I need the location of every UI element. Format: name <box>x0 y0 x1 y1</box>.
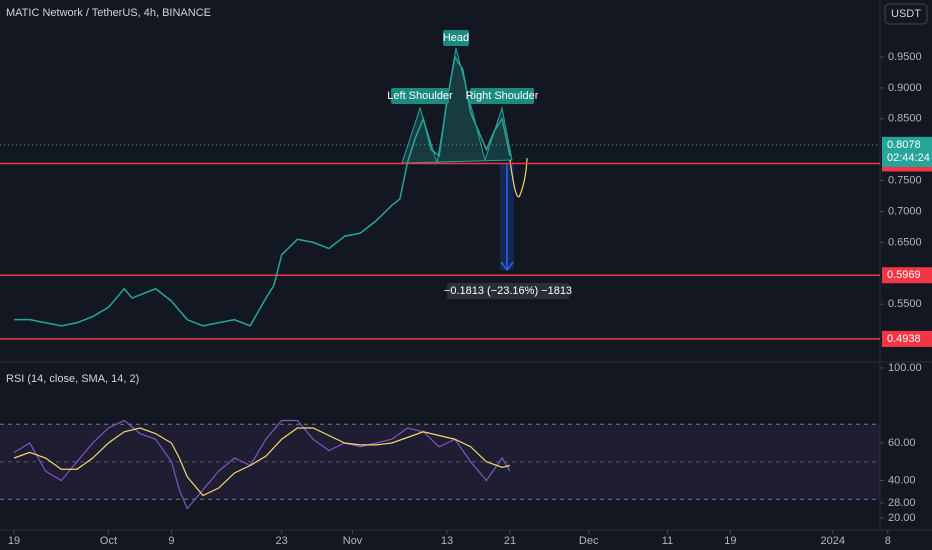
y-tick-label: 0.7500 <box>888 174 922 186</box>
annotation-label: Right Shoulder <box>466 90 539 102</box>
annotation-label: −0.1813 (−23.16%) −1813 <box>444 285 572 297</box>
x-tick-label: 2024 <box>821 535 845 547</box>
y-tick-label: 0.9500 <box>888 51 922 63</box>
rsi-title: RSI (14, close, SMA, 14, 2) <box>6 373 139 385</box>
x-tick-label: 23 <box>276 535 288 547</box>
rsi-line <box>13 419 511 510</box>
x-tick-label: 19 <box>724 535 736 547</box>
rsi-y-tick-label: 40.00 <box>888 474 916 486</box>
x-tick-label: 11 <box>662 535 673 547</box>
level-label-box <box>882 267 932 284</box>
annotation-box <box>391 88 449 104</box>
x-tick-label: 19 <box>8 535 20 547</box>
y-tick-label: 0.6500 <box>888 236 922 248</box>
x-tick-label: 21 <box>504 535 516 547</box>
rsi-y-tick-label: 60.00 <box>888 437 916 449</box>
y-tick-label: 0.5500 <box>888 298 922 310</box>
last-price-box <box>882 136 932 167</box>
currency-label[interactable]: USDT <box>891 8 921 20</box>
currency-button[interactable] <box>884 3 928 25</box>
y-tick-label: 0.7000 <box>888 205 922 217</box>
annotation-box <box>443 30 469 46</box>
level-label: 0.4938 <box>887 333 921 345</box>
y-tick-label: 0.8500 <box>888 113 922 125</box>
x-tick-label: 8 <box>885 535 891 547</box>
rsi-y-tick-label: 100.00 <box>888 362 922 374</box>
annotation-box <box>470 88 534 104</box>
y-tick-label: 0.9000 <box>888 82 922 94</box>
x-tick-label: 13 <box>441 535 453 547</box>
last-price-label: 0.8078 <box>887 139 921 151</box>
x-tick-label: Dec <box>579 535 599 547</box>
price-line <box>14 54 511 327</box>
rsi-y-tick-label: 20.00 <box>888 512 916 524</box>
x-tick-label: Oct <box>100 535 117 547</box>
symbol-title: MATIC Network / TetherUS, 4h, BINANCE <box>6 7 211 19</box>
annotation-label: Left Shoulder <box>387 90 453 102</box>
countdown: 02:44:24 <box>887 152 930 164</box>
level-label: 0.5969 <box>887 269 921 281</box>
level-label-box <box>882 330 932 347</box>
annotation-box <box>447 283 569 299</box>
annotation-label: Head <box>443 32 469 44</box>
projection-curve <box>509 157 528 198</box>
arrow-head <box>500 261 514 272</box>
rsi-line <box>13 427 511 497</box>
x-tick-label: 9 <box>168 535 174 547</box>
rsi-y-tick-label: 28.00 <box>888 497 916 509</box>
x-tick-label: Nov <box>343 535 363 547</box>
